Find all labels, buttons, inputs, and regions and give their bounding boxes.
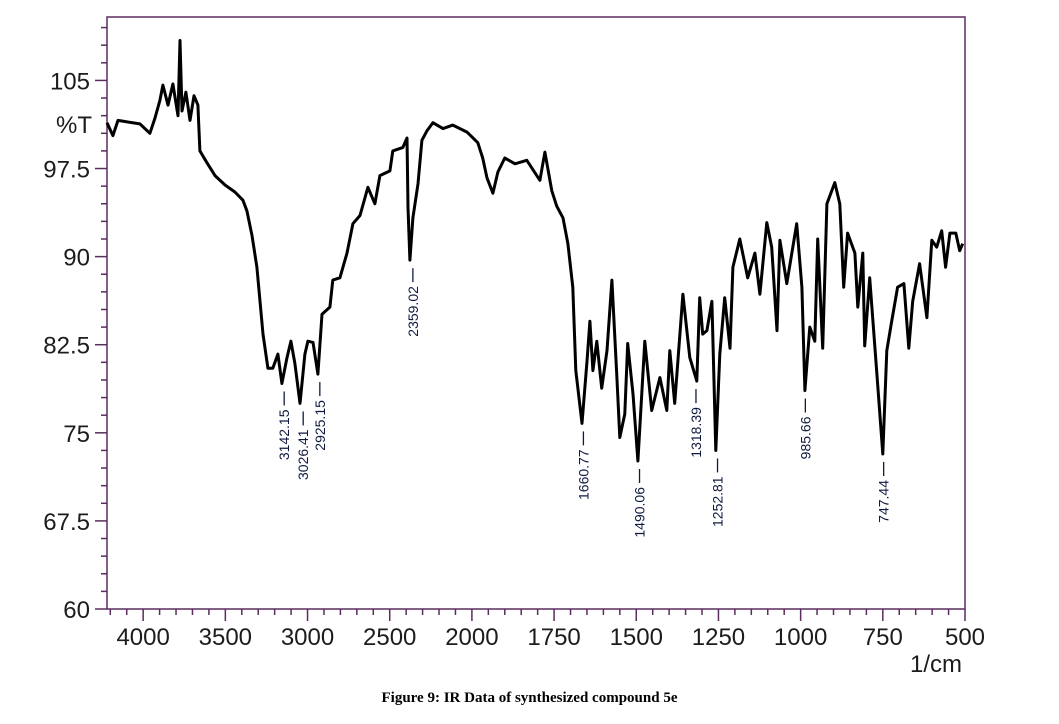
x-tick-label: 2000 — [445, 624, 498, 651]
y-tick-label: 75 — [63, 421, 90, 448]
x-tick-label: 2500 — [363, 624, 416, 651]
axes — [106, 16, 966, 610]
y-tick-label: 67.5 — [43, 509, 90, 536]
peak-annotation: 747.44 — [876, 461, 892, 523]
peak-annotation: 3026.41 — [295, 411, 311, 480]
x-tick-label: 1500 — [610, 624, 663, 651]
y-tick-label: 97.5 — [43, 157, 90, 184]
peak-label: 1660.77 — [575, 449, 591, 500]
peak-annotation: 1490.06 — [632, 469, 648, 538]
y-tick-label: 82.5 — [43, 333, 90, 360]
x-tick-label: 750 — [863, 624, 903, 651]
peak-annotation: 2359.02 — [405, 268, 421, 337]
peak-label: 3026.41 — [295, 429, 311, 480]
x-tick-label: 1250 — [692, 624, 745, 651]
y-tick-label: 90 — [63, 245, 90, 272]
peak-annotation: 1318.39 — [688, 389, 704, 458]
x-tick-label: 3000 — [281, 624, 334, 651]
peak-annotation: 985.66 — [797, 398, 813, 459]
y-tick-label: 60 — [63, 597, 90, 624]
ticks: 105 97.5 90 82.5 75 67.5 60 4000 3500 3000 2500 200… — [43, 26, 985, 651]
y-tick-label: 105 — [50, 68, 90, 95]
peak-annotation: 2925.15 — [312, 382, 328, 451]
peak-label: 1490.06 — [632, 487, 648, 538]
plot-frame — [106, 16, 966, 610]
peak-label: 1318.39 — [688, 407, 704, 458]
peak-label: 1252.81 — [710, 476, 726, 527]
x-tick-label: 3500 — [199, 624, 252, 651]
x-tick-label: 1750 — [527, 624, 580, 651]
peak-label: 2925.15 — [312, 400, 328, 451]
peak-label: 2359.02 — [405, 286, 421, 337]
peak-annotation: 1252.81 — [710, 458, 726, 527]
spectrum-line — [105, 39, 965, 463]
peak-label: 985.66 — [797, 416, 813, 459]
peak-annotation: 1660.77 — [575, 431, 591, 500]
x-tick-label: 500 — [945, 624, 985, 651]
x-axis-label: 1/cm — [910, 651, 962, 678]
peak-label: 747.44 — [876, 480, 892, 523]
figure-caption: Figure 9: IR Data of synthesized compoun… — [381, 690, 678, 706]
peak-label: 3142.15 — [276, 409, 292, 460]
x-tick-label: 1000 — [774, 624, 827, 651]
x-tick-label: 4000 — [116, 624, 169, 651]
peak-annotation: 3142.15 — [276, 391, 292, 460]
y-axis-label: %T — [56, 112, 92, 139]
